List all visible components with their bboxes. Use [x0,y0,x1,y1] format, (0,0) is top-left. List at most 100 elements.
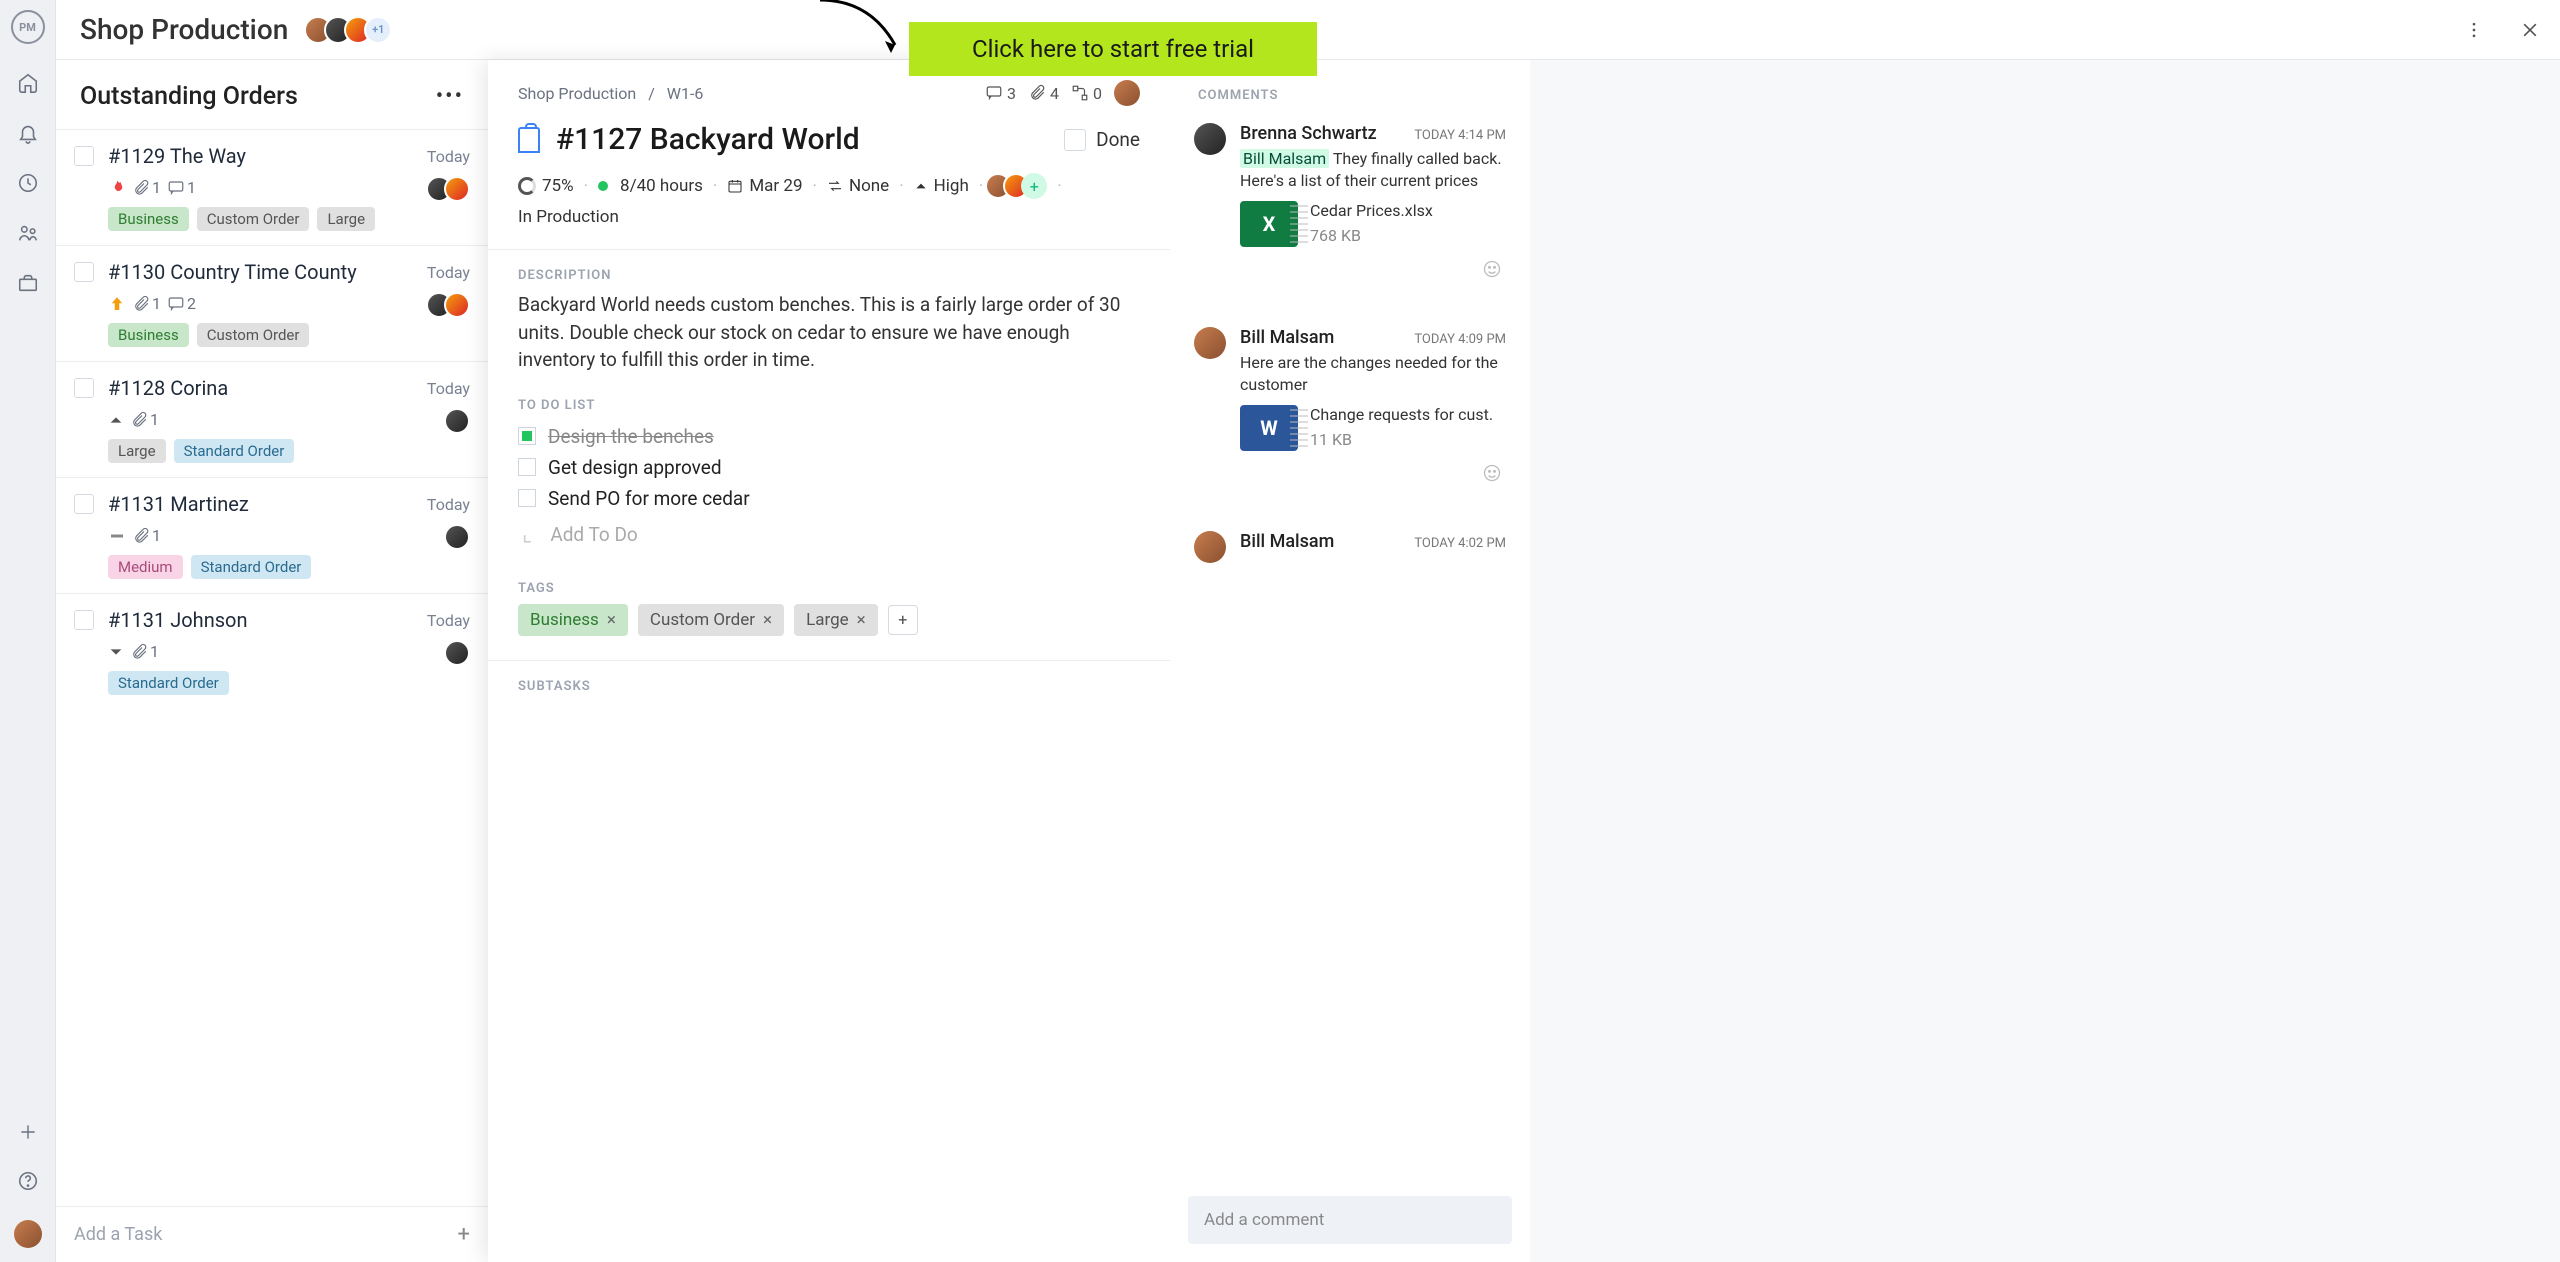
current-user-avatar[interactable] [14,1220,42,1248]
card-avatars[interactable] [434,176,470,202]
task-checkbox[interactable] [74,146,94,166]
done-toggle[interactable]: Done [1064,128,1140,151]
task-checkbox[interactable] [74,494,94,514]
tag[interactable]: Business× [518,604,628,636]
crumb-project[interactable]: Shop Production [518,84,636,103]
mention[interactable]: Bill Malsam [1240,149,1329,168]
subtasks-label: SUBTASKS [488,665,1170,702]
task-owner-avatar[interactable] [1114,80,1140,106]
task-card[interactable]: #1131 Johnson Today 1 Standard Order [56,593,488,709]
todo-text: Design the benches [548,425,714,448]
comment-avatar[interactable] [1194,327,1226,359]
todo-checkbox[interactable] [518,427,536,445]
add-todo-row[interactable]: ⌞ Add To Do [488,514,1170,567]
comment-author[interactable]: Bill Malsam [1240,327,1334,348]
react-icon[interactable] [1482,463,1502,483]
comment-input[interactable] [1188,1196,1512,1244]
up-arrow-icon [108,295,126,313]
caret-down-icon [108,644,124,660]
task-status[interactable]: In Production [488,207,1170,245]
tag[interactable]: Large× [794,604,878,636]
project-title: Shop Production [80,13,288,46]
task-card[interactable]: #1129 The Way Today 1 1 BusinessCustom O… [56,129,488,245]
avatar [444,292,470,318]
tag[interactable]: Standard Order [191,555,312,579]
assignees[interactable]: + [993,173,1047,199]
subtasks-count[interactable]: 0 [1071,84,1102,103]
tag[interactable]: Large [108,439,166,463]
remove-tag-icon[interactable]: × [763,610,772,630]
tag[interactable]: Standard Order [108,671,229,695]
column-menu-icon[interactable]: ••• [436,84,464,109]
attachment-icon: 1 [132,526,161,545]
comment-avatar[interactable] [1194,123,1226,155]
team-icon[interactable] [17,222,39,244]
nav-rail: PM [0,0,56,1262]
tag[interactable]: Standard Order [174,439,295,463]
briefcase-icon[interactable] [17,272,39,294]
todo-label: TO DO LIST [488,384,1170,421]
remove-tag-icon[interactable]: × [607,610,616,630]
comment-text: Bill Malsam They finally called back. He… [1240,148,1506,191]
tag[interactable]: Business [108,207,189,231]
card-title: #1130 Country Time County [108,260,427,284]
recurrence[interactable]: None [827,176,889,196]
due-date[interactable]: Mar 29 [727,176,802,196]
comment-avatar[interactable] [1194,531,1226,563]
cta-banner[interactable]: Click here to start free trial [909,22,1317,76]
card-avatars[interactable] [452,408,470,434]
attachment[interactable]: W Change requests for cust. 11 KB [1240,405,1506,451]
tag[interactable]: Medium [108,555,183,579]
crumb-column[interactable]: W1-6 [667,84,704,103]
plus-icon[interactable] [18,1122,38,1142]
logo[interactable]: PM [11,10,45,44]
tag[interactable]: Custom Order [197,207,310,231]
project-members[interactable]: +1 [312,16,392,44]
comment-author[interactable]: Brenna Schwartz [1240,123,1377,144]
avatar [444,640,470,666]
task-checkbox[interactable] [74,378,94,398]
tag[interactable]: Custom Order [197,323,310,347]
task-card[interactable]: #1131 Martinez Today 1 MediumStandard Or… [56,477,488,593]
todo-item[interactable]: Get design approved [488,452,1170,483]
react-icon[interactable] [1482,259,1502,279]
attachment[interactable]: X Cedar Prices.xlsx 768 KB [1240,201,1506,247]
tags-row: Business× Custom Order× Large× + [488,604,1170,656]
home-icon[interactable] [17,72,39,94]
comments-list: Brenna Schwartz TODAY 4:14 PM Bill Malsa… [1170,115,1530,1182]
card-avatars[interactable] [452,640,470,666]
add-task-row[interactable]: Add a Task + [56,1206,488,1262]
more-icon[interactable] [2464,20,2484,40]
comment: Brenna Schwartz TODAY 4:14 PM Bill Malsa… [1170,115,1530,259]
description-text[interactable]: Backyard World needs custom benches. Thi… [488,291,1170,384]
close-icon[interactable] [2520,20,2540,40]
card-avatars[interactable] [434,292,470,318]
todo-item[interactable]: Design the benches [488,421,1170,452]
hours[interactable]: 8/40 hours [598,176,703,196]
task-card[interactable]: #1128 Corina Today 1 LargeStandard Order [56,361,488,477]
todo-checkbox[interactable] [518,458,536,476]
add-tag-button[interactable]: + [888,605,918,635]
attachments-count[interactable]: 4 [1028,84,1059,103]
todo-checkbox[interactable] [518,489,536,507]
done-checkbox[interactable] [1064,129,1086,151]
remove-tag-icon[interactable]: × [857,610,866,630]
todo-item[interactable]: Send PO for more cedar [488,483,1170,514]
comments-count[interactable]: 3 [985,84,1016,103]
priority[interactable]: High [914,176,969,196]
task-checkbox[interactable] [74,610,94,630]
comment-author[interactable]: Bill Malsam [1240,531,1334,552]
clock-icon[interactable] [17,172,39,194]
task-checkbox[interactable] [74,262,94,282]
help-icon[interactable] [17,1170,39,1192]
progress[interactable]: 75% [518,176,574,196]
card-avatars[interactable] [452,524,470,550]
task-card[interactable]: #1130 Country Time County Today 1 2 Busi… [56,245,488,361]
task-title[interactable]: #1127 Backyard World [556,122,1048,157]
more-members-badge[interactable]: +1 [364,16,392,44]
bell-icon[interactable] [17,122,39,144]
add-assignee-button[interactable]: + [1021,173,1047,199]
tag[interactable]: Large [317,207,375,231]
tag[interactable]: Business [108,323,189,347]
tag[interactable]: Custom Order× [638,604,784,636]
